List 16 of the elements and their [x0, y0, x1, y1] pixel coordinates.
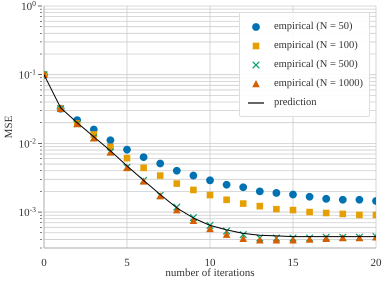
- x-tick-label: 5: [124, 257, 130, 269]
- y-tick-label: 10$^{-2}$: [18, 136, 36, 150]
- legend-label: empirical (N = 1000): [274, 78, 363, 89]
- x-tick-label: 10: [204, 257, 216, 269]
- x-tick-label: 0: [41, 257, 48, 269]
- legend-label: empirical (N = 50): [274, 21, 352, 32]
- legend-label: empirical (N = 100): [274, 40, 358, 51]
- x-tick-label: 15: [288, 257, 299, 269]
- y-tick-label: 10$^{-1}$: [18, 67, 36, 82]
- legend-label: prediction: [274, 97, 317, 108]
- y-tick-label: 10$^{0}$: [21, 0, 36, 13]
- x-tick-label: 20: [370, 257, 382, 269]
- x-axis-title: number of iterations: [165, 267, 255, 279]
- legend-label: empirical (N = 500): [274, 59, 358, 70]
- y-axis-title: MSE: [2, 115, 15, 138]
- y-tick-label: 10$^{-3}$: [18, 204, 36, 220]
